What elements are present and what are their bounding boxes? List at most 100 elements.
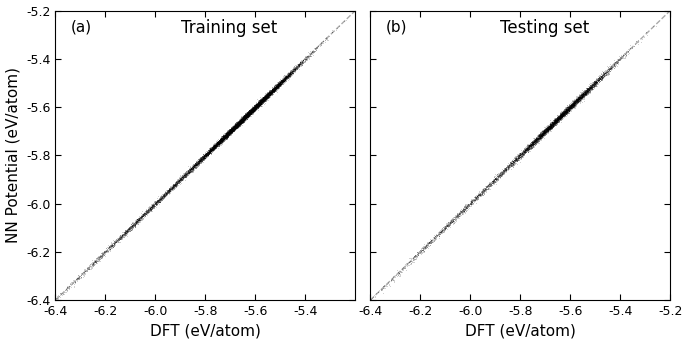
Point — [228, 125, 239, 130]
Point — [275, 82, 286, 87]
Point — [107, 242, 118, 248]
Point — [593, 77, 604, 83]
Point — [530, 134, 541, 140]
Point — [257, 97, 268, 103]
Point — [232, 122, 243, 127]
Point — [510, 156, 521, 162]
Point — [262, 94, 273, 100]
Point — [268, 87, 279, 93]
Point — [231, 121, 242, 127]
Point — [53, 297, 64, 302]
Point — [571, 97, 582, 102]
Point — [238, 114, 249, 120]
Point — [533, 136, 544, 141]
Point — [276, 77, 287, 83]
Point — [570, 99, 581, 105]
Point — [212, 144, 223, 149]
Point — [238, 115, 249, 120]
Point — [555, 112, 566, 118]
Point — [514, 159, 525, 164]
Point — [252, 101, 263, 107]
Point — [459, 208, 470, 214]
Point — [557, 114, 568, 119]
Point — [167, 183, 178, 188]
Point — [590, 78, 601, 84]
Point — [524, 146, 535, 152]
Point — [270, 85, 281, 91]
Point — [232, 121, 243, 127]
Point — [244, 108, 255, 114]
Point — [555, 115, 566, 121]
Point — [248, 105, 259, 111]
Point — [272, 82, 283, 87]
Point — [151, 199, 162, 205]
Point — [207, 147, 218, 152]
Point — [460, 202, 471, 207]
Point — [518, 151, 529, 157]
Point — [128, 222, 139, 227]
Point — [207, 145, 218, 151]
Point — [255, 99, 266, 105]
Point — [139, 212, 150, 217]
Point — [241, 114, 252, 120]
Point — [300, 56, 311, 62]
Point — [286, 69, 297, 75]
Point — [226, 125, 237, 130]
Point — [230, 124, 241, 130]
Point — [427, 239, 438, 244]
Point — [193, 159, 204, 165]
Point — [157, 194, 168, 199]
Point — [555, 111, 566, 117]
Point — [560, 107, 571, 113]
Point — [520, 146, 531, 151]
Point — [561, 111, 572, 117]
Point — [482, 184, 493, 189]
Point — [226, 128, 237, 133]
Point — [266, 89, 277, 94]
Point — [576, 92, 587, 97]
Point — [239, 116, 250, 121]
Point — [577, 95, 588, 100]
Point — [526, 142, 537, 147]
Point — [432, 230, 443, 236]
Point — [421, 239, 432, 245]
Point — [222, 133, 233, 139]
Point — [254, 101, 265, 107]
Point — [210, 143, 221, 148]
Point — [238, 117, 249, 123]
Point — [236, 117, 247, 122]
Point — [214, 137, 225, 143]
Point — [471, 194, 482, 199]
Point — [555, 114, 566, 119]
Point — [246, 107, 257, 113]
Point — [142, 207, 153, 212]
Point — [522, 145, 533, 151]
Point — [514, 157, 525, 163]
Point — [189, 165, 200, 170]
Point — [264, 91, 275, 96]
Point — [253, 99, 264, 105]
Point — [248, 107, 259, 112]
Point — [229, 125, 240, 130]
Point — [175, 175, 186, 181]
Point — [564, 105, 575, 110]
Point — [269, 90, 280, 95]
Point — [279, 77, 290, 83]
Point — [557, 112, 568, 118]
Point — [466, 200, 477, 205]
Point — [377, 285, 388, 291]
Point — [236, 119, 247, 125]
Point — [200, 151, 211, 157]
Point — [228, 126, 239, 131]
Point — [580, 90, 591, 96]
Point — [241, 110, 252, 115]
Point — [260, 92, 271, 98]
Point — [260, 96, 271, 102]
Point — [259, 95, 270, 101]
Point — [564, 108, 575, 114]
Point — [585, 84, 596, 89]
Point — [217, 136, 228, 142]
Point — [216, 138, 227, 143]
Point — [244, 112, 255, 118]
Point — [568, 101, 579, 106]
